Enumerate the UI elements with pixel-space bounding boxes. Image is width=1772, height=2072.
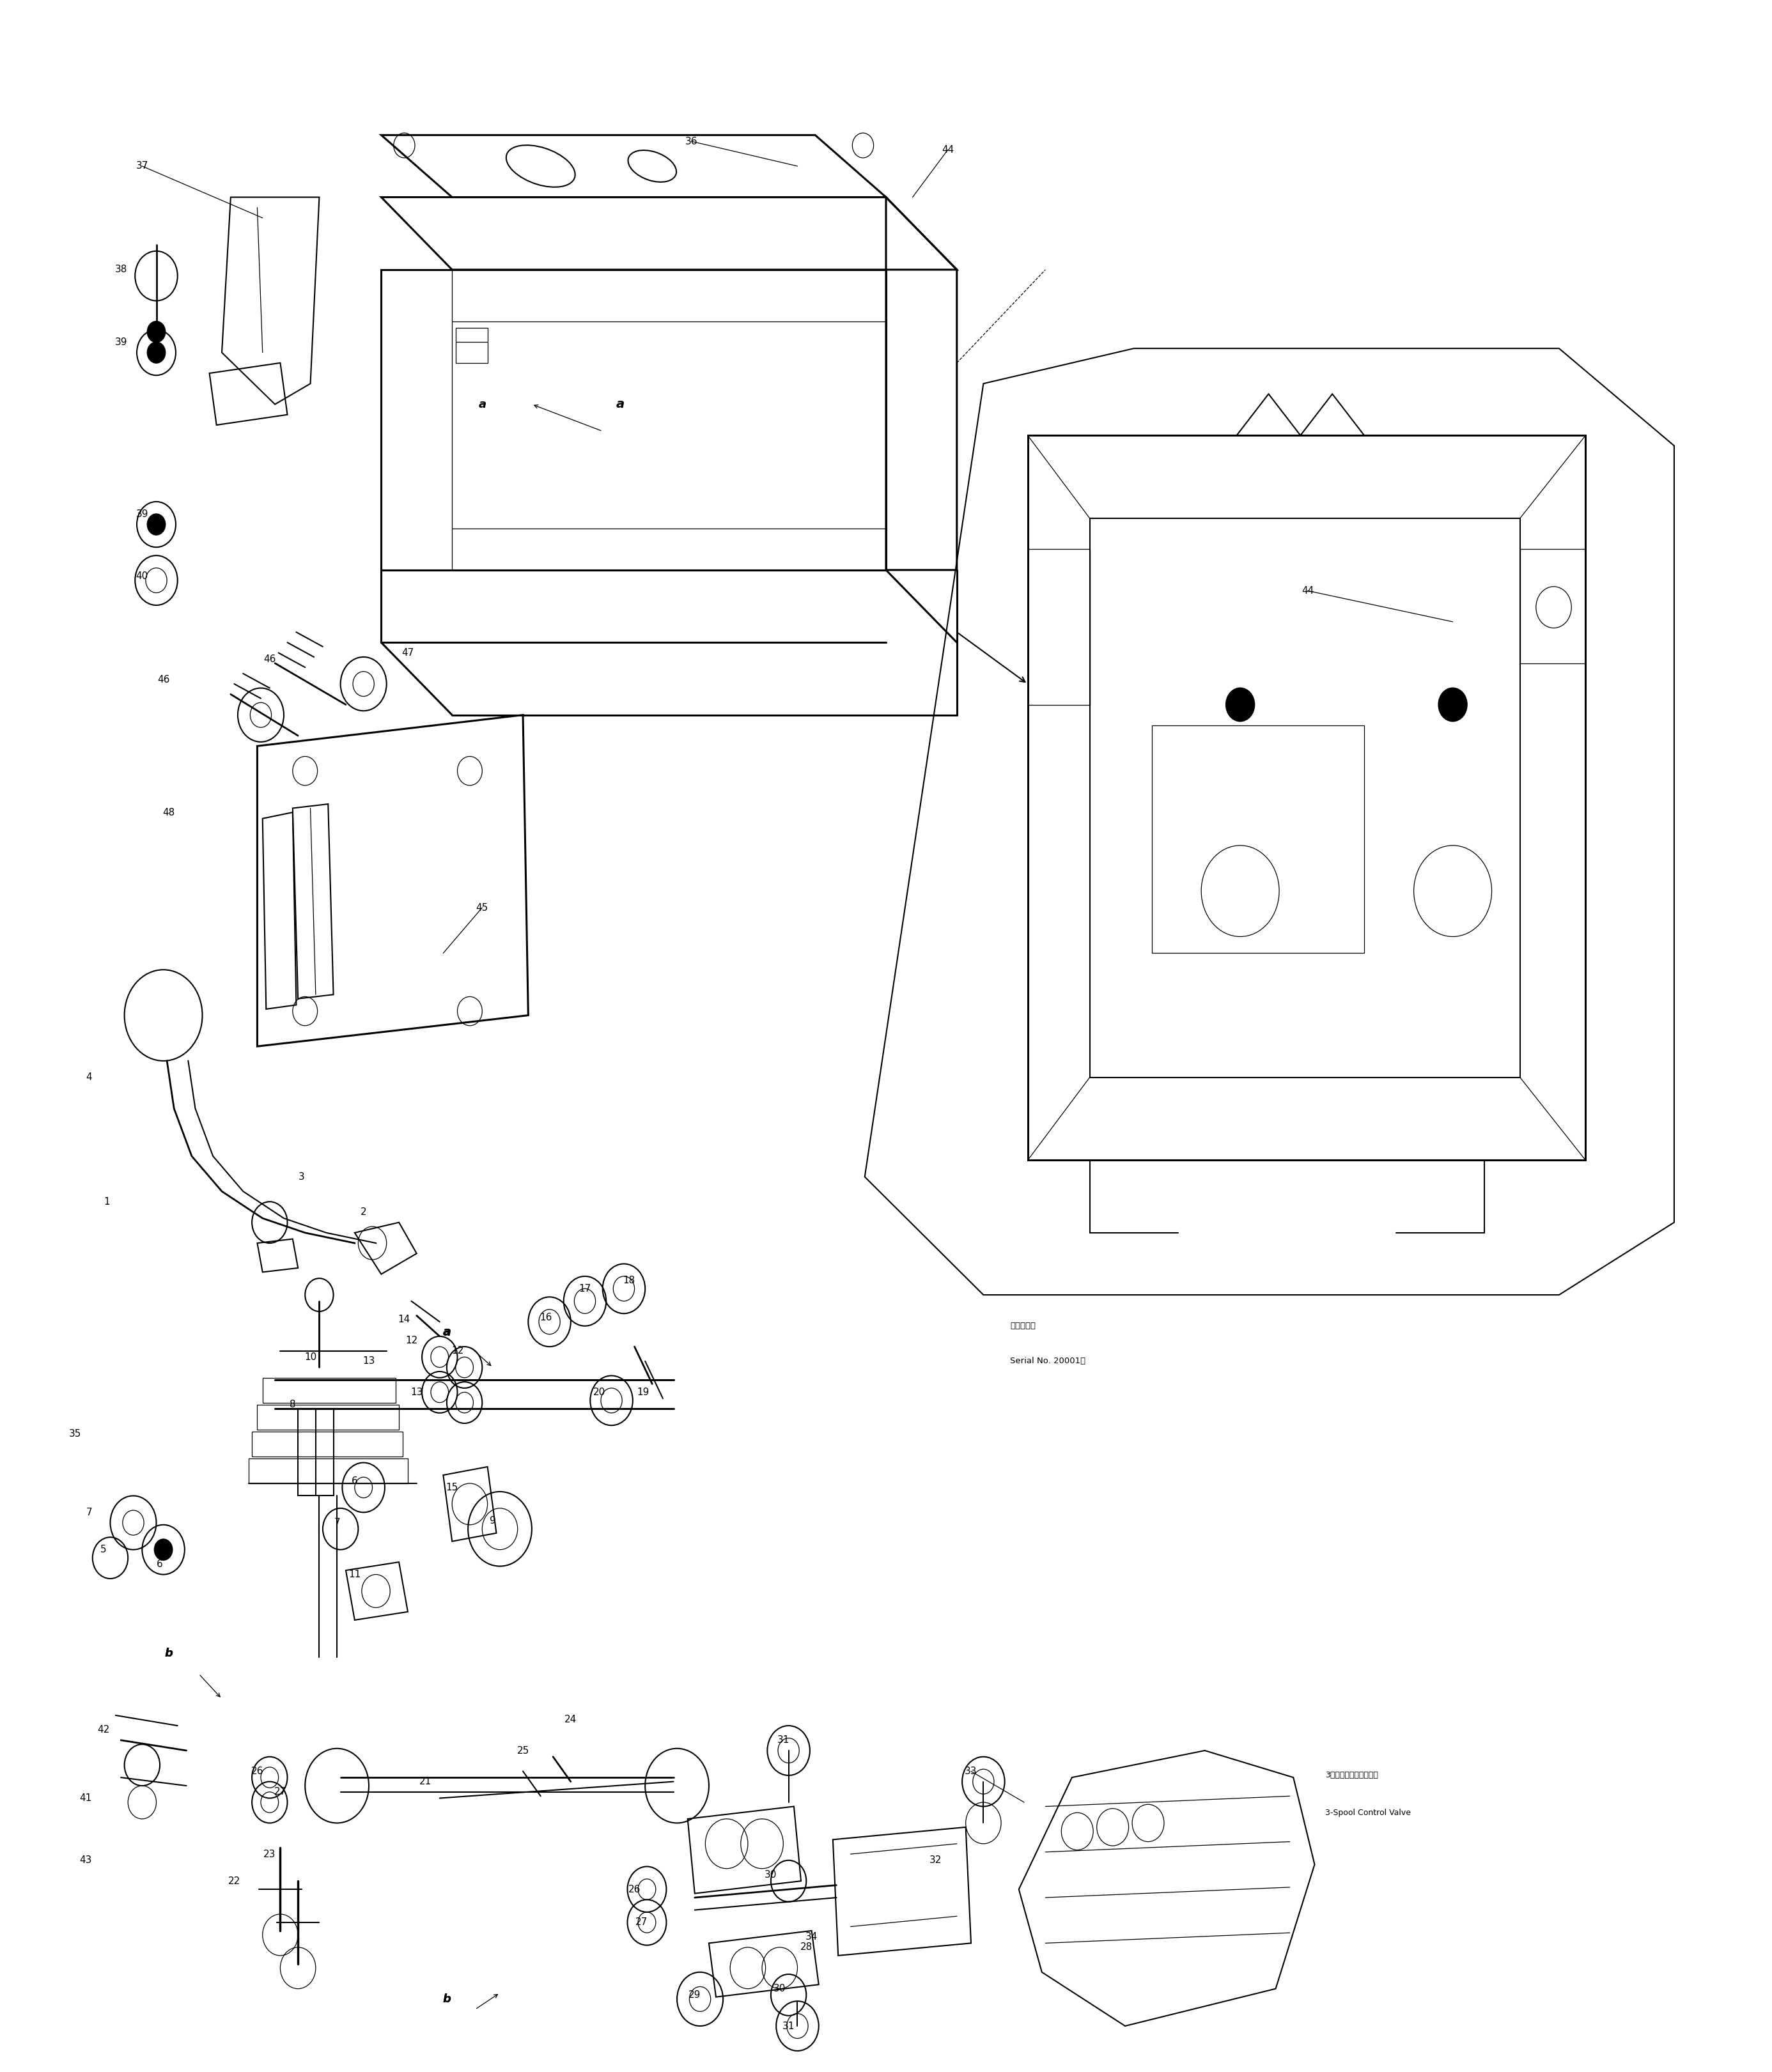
Text: 39: 39	[136, 510, 149, 518]
Text: 14: 14	[399, 1316, 411, 1324]
Text: 4: 4	[85, 1073, 92, 1082]
Circle shape	[147, 342, 165, 363]
Text: 21: 21	[420, 1778, 432, 1786]
Text: 12: 12	[406, 1336, 418, 1345]
Text: 23: 23	[264, 1850, 276, 1859]
Text: 26: 26	[252, 1767, 264, 1776]
Text: 29: 29	[689, 1989, 702, 1999]
Circle shape	[154, 1539, 172, 1560]
Text: 48: 48	[163, 808, 175, 816]
Text: 27: 27	[275, 1788, 287, 1796]
Circle shape	[1132, 1805, 1164, 1842]
Text: 47: 47	[402, 649, 415, 657]
Bar	[257, 1405, 399, 1430]
Text: 33: 33	[964, 1767, 976, 1776]
Text: 20: 20	[594, 1388, 606, 1397]
Text: 42: 42	[97, 1726, 110, 1734]
Text: 44: 44	[1301, 586, 1313, 595]
Text: 26: 26	[629, 1886, 641, 1894]
Text: 13: 13	[363, 1357, 376, 1365]
Text: 44: 44	[943, 145, 953, 153]
Text: 13: 13	[411, 1388, 424, 1397]
Text: 17: 17	[579, 1285, 592, 1293]
Bar	[248, 1459, 408, 1484]
Text: 35: 35	[69, 1430, 82, 1438]
Circle shape	[147, 321, 165, 342]
Text: 30: 30	[774, 1983, 787, 1993]
Text: 40: 40	[136, 572, 149, 580]
Text: 46: 46	[264, 655, 276, 663]
Text: b: b	[443, 1993, 450, 2006]
Text: 41: 41	[80, 1794, 92, 1803]
Text: 25: 25	[517, 1747, 530, 1755]
Text: 6: 6	[351, 1477, 358, 1486]
Circle shape	[1097, 1809, 1129, 1846]
Circle shape	[1226, 688, 1255, 721]
Text: a: a	[617, 398, 624, 410]
Text: 37: 37	[136, 162, 149, 170]
Text: 1: 1	[103, 1198, 110, 1206]
Text: 18: 18	[624, 1276, 636, 1285]
Text: 2: 2	[360, 1208, 367, 1216]
Text: 15: 15	[447, 1484, 459, 1492]
Text: 3: 3	[298, 1173, 305, 1181]
Text: 27: 27	[636, 1919, 649, 1927]
Text: 28: 28	[801, 1941, 812, 1952]
Circle shape	[1061, 1813, 1093, 1850]
Text: 36: 36	[686, 137, 698, 145]
Text: 31: 31	[783, 2020, 796, 2031]
Text: 7: 7	[85, 1508, 92, 1517]
Text: 24: 24	[565, 1716, 578, 1724]
Text: 8: 8	[289, 1401, 296, 1409]
Text: 38: 38	[115, 265, 128, 274]
Text: 3連コントロールバルブ: 3連コントロールバルブ	[1325, 1772, 1379, 1780]
Text: 3-Spool Control Valve: 3-Spool Control Valve	[1325, 1809, 1411, 1817]
Text: 5: 5	[99, 1546, 106, 1554]
Text: 30: 30	[766, 1871, 778, 1879]
Bar	[298, 1409, 333, 1496]
Text: 10: 10	[305, 1353, 317, 1361]
Text: 34: 34	[806, 1933, 819, 1941]
Text: b: b	[443, 1993, 450, 2006]
Text: 16: 16	[540, 1314, 553, 1322]
Text: 7: 7	[333, 1519, 340, 1527]
Text: a: a	[443, 1326, 450, 1339]
Bar	[262, 1378, 395, 1403]
Text: a: a	[443, 1326, 450, 1339]
Text: 43: 43	[80, 1857, 92, 1865]
Circle shape	[147, 514, 165, 535]
Text: 9: 9	[489, 1517, 496, 1525]
Bar	[252, 1432, 402, 1457]
Text: 19: 19	[638, 1388, 650, 1397]
Text: b: b	[165, 1647, 174, 1660]
Text: b: b	[165, 1647, 174, 1660]
Text: a: a	[478, 398, 486, 410]
Text: 32: 32	[929, 1857, 941, 1865]
Circle shape	[1439, 688, 1467, 721]
Text: 39: 39	[115, 338, 128, 346]
Text: 6: 6	[156, 1560, 163, 1569]
Text: 12: 12	[452, 1347, 464, 1355]
Text: Serial No. 20001～: Serial No. 20001～	[1010, 1357, 1086, 1365]
Text: 22: 22	[229, 1877, 241, 1886]
Text: 11: 11	[349, 1571, 361, 1579]
Text: 46: 46	[158, 675, 170, 684]
Text: 45: 45	[477, 903, 489, 912]
Text: 31: 31	[778, 1736, 790, 1745]
Text: ・適用号機: ・適用号機	[1010, 1322, 1035, 1330]
